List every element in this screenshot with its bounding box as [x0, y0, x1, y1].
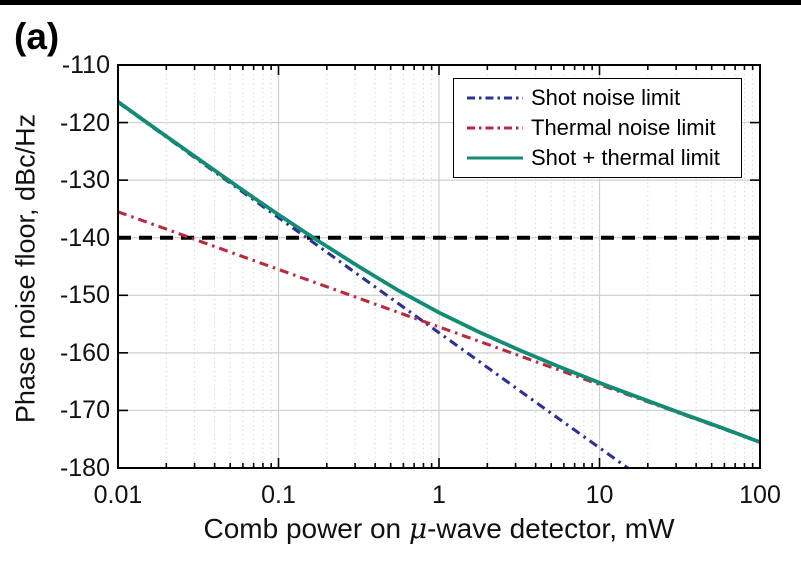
legend-line-swatch [467, 96, 523, 100]
legend-line-swatch [467, 156, 523, 160]
y-tick-label: -120 [59, 108, 110, 137]
legend-label: Shot noise limit [531, 85, 681, 110]
legend-item: Shot + thermal limit [466, 145, 741, 171]
legend-item: Thermal noise limit [466, 115, 741, 141]
legend: Shot noise limit Thermal noise limit Shot … [453, 78, 742, 178]
y-tick-label: -170 [59, 396, 110, 425]
x-tick-label: 0.01 [93, 481, 143, 509]
legend-item: Shot noise limit [466, 85, 741, 111]
x-tick-label: 0.1 [261, 481, 296, 509]
mu-symbol: μ [408, 512, 428, 545]
y-tick-label: -110 [61, 51, 110, 79]
series-shot-thermal-limit [118, 100, 760, 444]
series-thermal-noise-limit [118, 210, 760, 444]
figure-top-border [0, 0, 801, 5]
x-tick-label: 1 [432, 481, 446, 509]
y-tick-label: -180 [59, 454, 110, 482]
legend-line-swatch [467, 126, 523, 130]
y-tick-label: -140 [59, 223, 110, 252]
x-tick-label: 100 [739, 481, 781, 509]
x-axis-label: Comb power on μ-wave detector, mW [203, 512, 675, 545]
y-tick-label: -150 [59, 281, 110, 310]
legend-label: Thermal noise limit [531, 115, 716, 140]
legend-label: Shot + thermal limit [531, 145, 720, 170]
x-tick-label: 10 [585, 481, 614, 509]
y-tick-label: -130 [59, 166, 110, 195]
y-tick-label: -160 [59, 338, 110, 367]
panel-label: (a) [14, 16, 60, 57]
